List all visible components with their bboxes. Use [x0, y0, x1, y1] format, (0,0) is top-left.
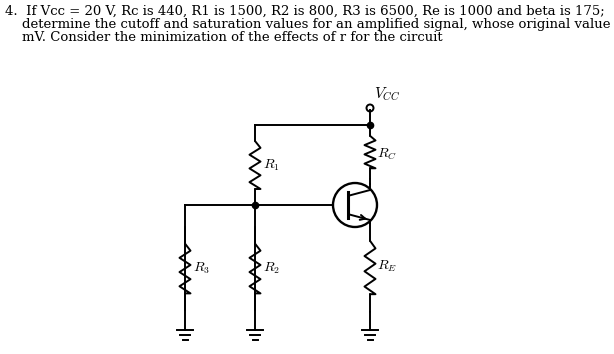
Text: $R_3$: $R_3$	[193, 261, 210, 276]
Text: $R_C$: $R_C$	[377, 147, 397, 162]
Text: $V_{CC}$: $V_{CC}$	[374, 85, 400, 103]
Text: $R_2$: $R_2$	[263, 261, 280, 276]
Text: $R_1$: $R_1$	[263, 157, 279, 173]
Text: 4.  If Vcc = 20 V, Rc is 440, R1 is 1500, R2 is 800, R3 is 6500, Re is 1000 and : 4. If Vcc = 20 V, Rc is 440, R1 is 1500,…	[5, 5, 605, 18]
Text: determine the cutoff and saturation values for an amplified signal, whose origin: determine the cutoff and saturation valu…	[5, 18, 614, 31]
Text: mV. Consider the minimization of the effects of r for the circuit: mV. Consider the minimization of the eff…	[5, 31, 443, 44]
Text: $R_E$: $R_E$	[377, 258, 397, 274]
